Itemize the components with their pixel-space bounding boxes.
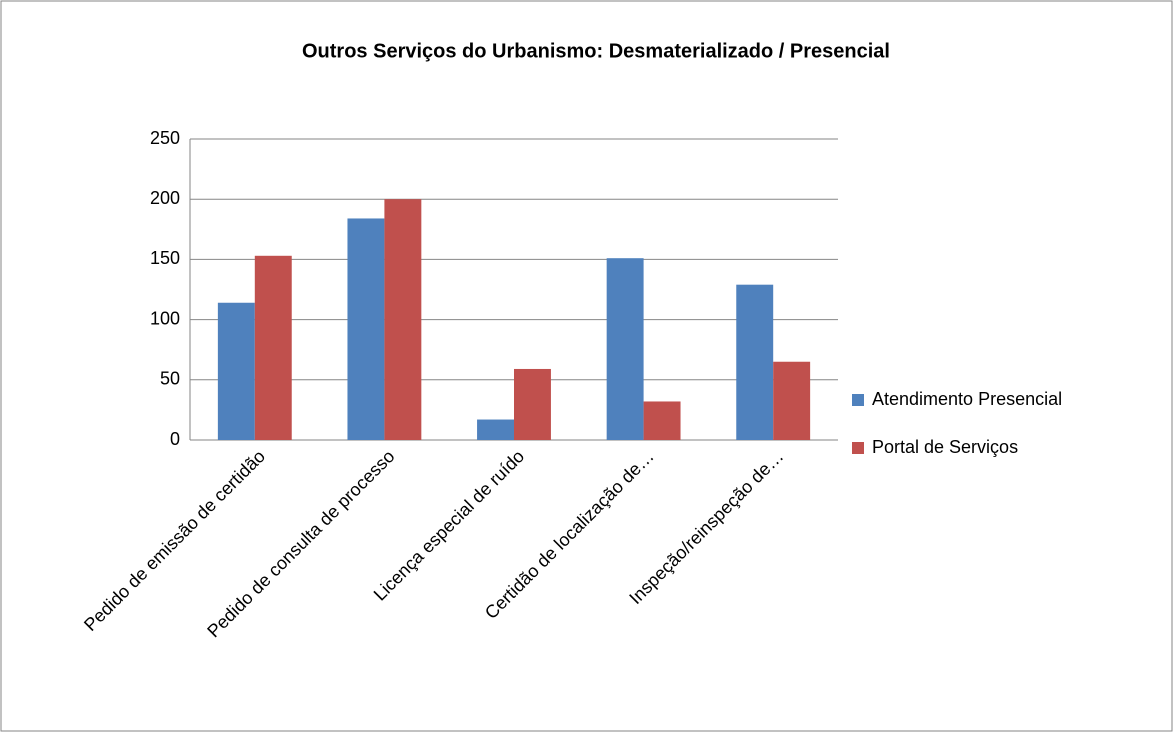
chart-title: Outros Serviços do Urbanismo: Desmateria… [302, 40, 890, 62]
y-tick-label: 0 [170, 429, 180, 449]
y-tick-label: 150 [150, 248, 180, 268]
bar [384, 199, 422, 440]
legend-swatch [852, 442, 864, 454]
bar [514, 368, 551, 440]
legend-label: Portal de Serviços [872, 437, 1018, 457]
bar [477, 419, 514, 440]
bar [217, 302, 255, 440]
bar [736, 284, 774, 440]
y-tick-label: 200 [150, 188, 180, 208]
legend-label: Atendimento Presencial [872, 389, 1062, 409]
bar [643, 401, 681, 440]
y-tick-label: 250 [150, 128, 180, 148]
y-tick-label: 50 [160, 369, 180, 389]
bar [606, 258, 644, 440]
bar [254, 255, 292, 440]
legend-swatch [852, 394, 864, 406]
bar [773, 361, 811, 440]
y-tick-label: 100 [150, 308, 180, 328]
bar [347, 218, 385, 440]
